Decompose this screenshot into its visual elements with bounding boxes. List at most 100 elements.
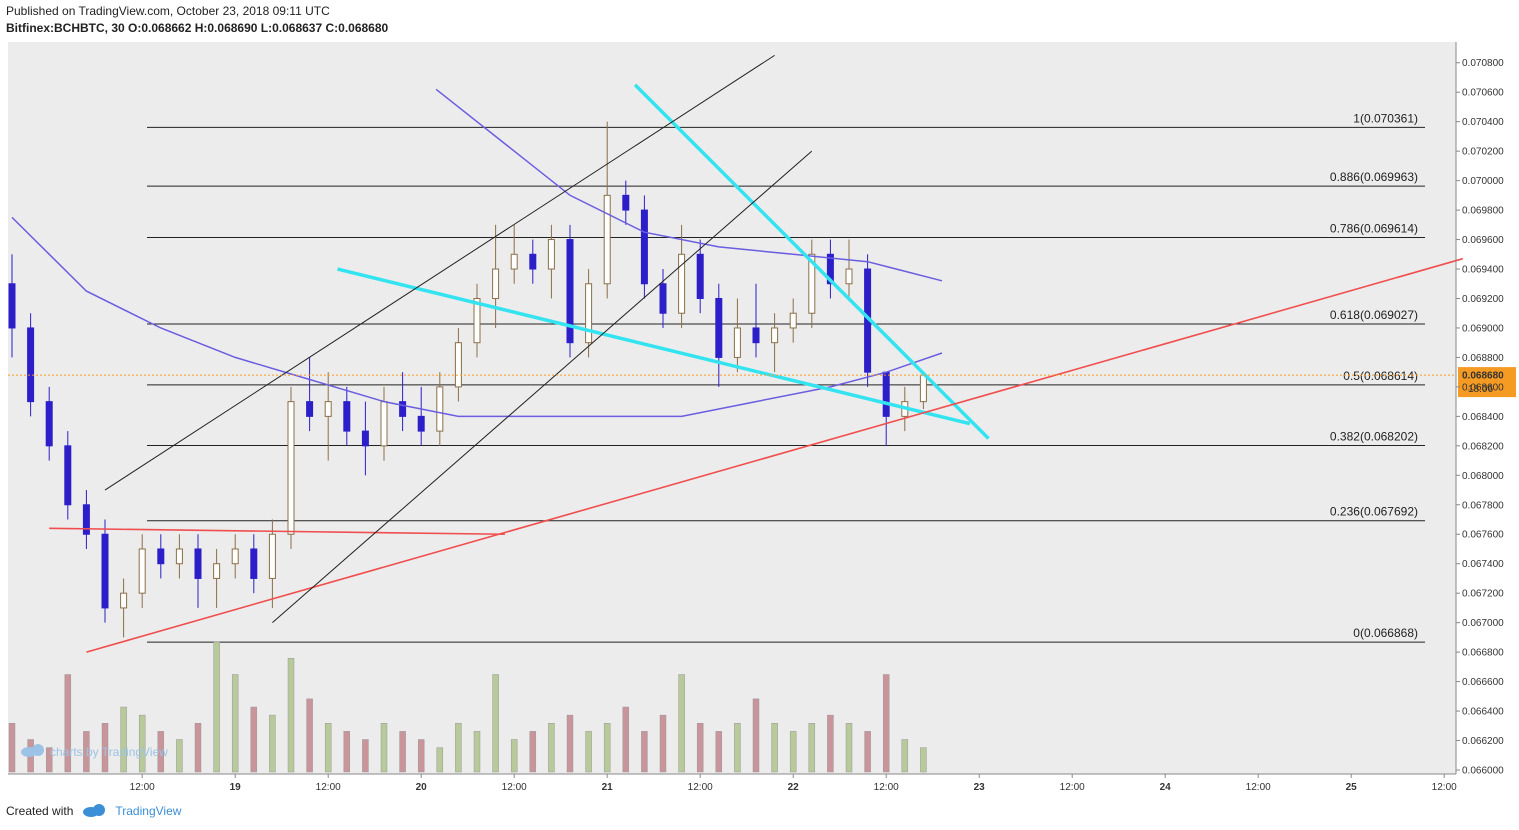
tradingview-link[interactable]: TradingView [115,804,182,818]
price-tick-label: 0.069400 [1462,265,1504,276]
price-tick-label: 0.068200 [1462,441,1504,452]
candle-body [454,342,462,388]
time-tick-label: 23 [974,782,986,793]
candle-body [919,374,927,403]
candle [194,534,202,608]
volume-bar [734,723,741,773]
candle-body [138,548,146,594]
volume-bar [622,706,630,773]
price-tick-label: 0.066600 [1462,677,1504,688]
candle [399,372,407,432]
candle-body [380,401,388,447]
volume-bar [64,674,72,773]
candle [622,180,630,225]
price-tick-label: 0.070800 [1462,58,1504,69]
candle-body [566,239,574,344]
cyan-trendline [633,83,990,440]
candle [213,548,221,608]
candle [64,431,72,520]
price-tick-label: 0.067400 [1462,559,1504,570]
candle-body [436,386,444,432]
volume-bar [417,739,425,773]
price-tick-label: 0.070200 [1462,147,1504,158]
price-tick-label: 0.067000 [1462,618,1504,629]
price-tick-label: 0.067200 [1462,589,1504,600]
fib-level-label: 0(0.066868) [1353,626,1418,640]
candle [789,298,797,343]
candle-body [771,327,779,344]
last-price-tag [1458,367,1516,398]
price-tick-label: 0.067600 [1462,530,1504,541]
time-tick-label: 12:00 [1060,782,1085,793]
volume-bar [529,731,537,773]
volume-bar [436,747,444,773]
candle-body [64,445,72,506]
tradingview-cloud-icon [83,804,106,817]
volume-bar [45,747,53,773]
candle [808,239,816,328]
candle [138,534,146,608]
time-tick-label: 24 [1160,782,1172,793]
candle-body [585,283,593,344]
candle [715,283,723,387]
price-tick-label: 0.068400 [1462,412,1504,423]
candle-body [306,401,314,417]
candle-body [678,253,686,314]
time-tick-label: 21 [602,782,614,793]
candle [324,372,332,461]
price-tick-label: 0.069800 [1462,206,1504,217]
candle-body [603,194,611,285]
volume-bar [362,739,369,773]
candle-body [733,327,741,358]
candle [696,239,704,314]
time-tick-label: 12:00 [1432,782,1457,793]
volume-bar [269,714,276,773]
candle-body [231,548,239,565]
black-trendline [104,54,775,491]
price-tick-label: 0.069200 [1462,294,1504,305]
red-trendline [86,257,1464,653]
fib-level-label: 0.618(0.069027) [1330,308,1418,322]
fib-level-label: 0.5(0.068614) [1343,369,1418,383]
volume-bar [343,731,351,773]
price-tick-label: 0.067800 [1462,500,1504,511]
candle-body [343,401,351,432]
red-trendline [49,527,505,536]
candle-body [826,253,834,285]
volume-bar [659,714,667,773]
volume-bar [696,723,704,773]
volume-bar [715,731,723,773]
candle [678,224,686,328]
volume-bar [324,723,332,773]
price-tick-label: 0.066400 [1462,707,1504,718]
plot-area [8,42,1456,774]
price-tick-label: 0.066800 [1462,648,1504,659]
volume-bar [306,698,313,773]
created-with-label: Created with [6,804,74,818]
volume-bar [83,731,90,773]
candle-body [417,415,425,432]
candle [287,386,295,549]
volume-bar [399,731,406,773]
volume-bar [231,674,239,773]
candle-body [268,533,276,579]
candle-body [510,253,518,270]
candle-body [45,401,53,447]
time-tick-label: 12:00 [316,782,341,793]
candle-body [622,194,630,211]
symbol-ohlc-line: Bitfinex:BCHBTC, 30 O:0.068662 H:0.06869… [6,21,389,35]
candle-body [715,297,723,358]
candle-body [82,504,90,535]
volume-bar [585,731,592,773]
candle [250,534,258,594]
moving-average-line [435,88,943,282]
time-tick-label: 22 [788,782,800,793]
candle [529,239,537,284]
volume-bar [641,731,648,773]
time-tick-label: 20 [416,782,428,793]
candle [175,534,183,579]
candle-body [157,548,165,565]
published-line: Published on TradingView.com, October 23… [6,4,330,18]
candle [361,401,369,476]
